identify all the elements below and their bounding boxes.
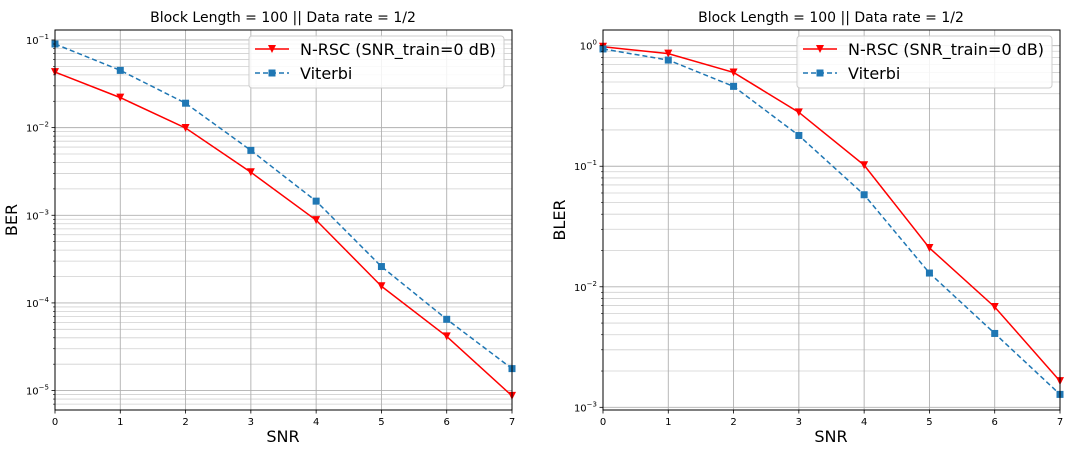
chart-title: Block Length = 100 || Data rate = 1/2 <box>150 10 416 26</box>
legend-label-viterbi: Viterbi <box>300 64 352 83</box>
legend-label-nrsc: N-RSC (SNR_train=0 dB) <box>848 40 1044 60</box>
data-point-triangle <box>664 49 673 58</box>
x-axis-label: SNR <box>266 427 299 446</box>
x-tick-label: 4 <box>861 417 867 428</box>
data-point-triangle <box>181 124 190 133</box>
data-point-square <box>860 191 868 199</box>
data-point-square <box>443 315 451 323</box>
x-tick-label: 1 <box>117 417 123 428</box>
data-point-square <box>925 269 933 277</box>
y-axis-label: BLER <box>550 199 569 240</box>
data-point-square <box>312 197 320 205</box>
y-tick-exponent: 0 <box>593 39 597 47</box>
data-point-triangle <box>377 282 386 291</box>
data-point-square <box>991 329 999 337</box>
data-point-square <box>116 66 124 74</box>
legend: N-RSC (SNR_train=0 dB) Viterbi <box>796 35 1053 89</box>
series-line-nrsc <box>602 46 1061 382</box>
data-point-triangle <box>794 108 803 117</box>
y-tick-exponent: −5 <box>39 384 49 392</box>
plot-frame <box>602 29 1061 411</box>
data-point-triangle <box>246 168 255 177</box>
y-tick-exponent: −3 <box>587 400 597 408</box>
y-axis-label: BER <box>2 204 21 236</box>
x-tick-label: 3 <box>796 417 802 428</box>
data-point-square <box>795 131 803 139</box>
chart-title: Block Length = 100 || Data rate = 1/2 <box>698 10 964 26</box>
x-tick-label: 7 <box>1057 417 1063 428</box>
y-tick-exponent: −2 <box>587 280 597 288</box>
x-tick-label: 2 <box>730 417 736 428</box>
legend-box <box>796 35 1053 89</box>
data-point-square <box>377 263 385 271</box>
series-line-viterbi <box>602 48 1061 395</box>
data-point-triangle <box>312 216 321 225</box>
legend-marker-nrsc <box>268 45 276 53</box>
data-point-square <box>182 99 190 107</box>
y-tick-exponent: −1 <box>39 33 49 41</box>
bler-chart: Block Length = 100 || Data rate = 1/2 BL… <box>550 10 1064 446</box>
data-point-triangle <box>925 243 934 252</box>
data-point-triangle <box>990 302 999 311</box>
ber-chart: Block Length = 100 || Data rate = 1/2 BE… <box>2 10 516 446</box>
data-point-triangle <box>729 68 738 77</box>
x-tick-label: 1 <box>665 417 671 428</box>
x-tick-label: 7 <box>509 417 515 428</box>
data-point-triangle <box>116 93 125 102</box>
x-tick-label: 0 <box>52 417 58 428</box>
legend-label-nrsc: N-RSC (SNR_train=0 dB) <box>300 40 496 60</box>
legend-marker-viterbi <box>268 69 276 77</box>
legend-box <box>248 35 505 89</box>
plot-frame <box>54 29 513 411</box>
legend-marker-nrsc <box>816 45 824 53</box>
series-line-viterbi <box>54 43 513 370</box>
x-tick-label: 6 <box>444 417 450 428</box>
x-tick-label: 4 <box>313 417 319 428</box>
data-point-square <box>247 146 255 154</box>
legend-label-viterbi: Viterbi <box>848 64 900 83</box>
series-line-nrsc <box>54 71 513 397</box>
x-tick-label: 5 <box>378 417 384 428</box>
y-tick-exponent: −1 <box>587 159 597 167</box>
legend-marker-viterbi <box>816 69 824 77</box>
data-point-triangle <box>860 161 869 170</box>
x-tick-label: 2 <box>182 417 188 428</box>
x-tick-label: 3 <box>248 417 254 428</box>
y-tick-exponent: −2 <box>39 121 49 129</box>
y-tick-exponent: −3 <box>39 208 49 216</box>
x-tick-label: 6 <box>992 417 998 428</box>
data-point-square <box>730 82 738 90</box>
data-point-triangle <box>442 332 451 341</box>
x-tick-label: 5 <box>926 417 932 428</box>
x-axis-label: SNR <box>814 427 847 446</box>
y-tick-exponent: −4 <box>39 296 50 304</box>
legend: N-RSC (SNR_train=0 dB) Viterbi <box>248 35 505 89</box>
data-point-square <box>664 56 672 64</box>
x-tick-label: 0 <box>600 417 606 428</box>
